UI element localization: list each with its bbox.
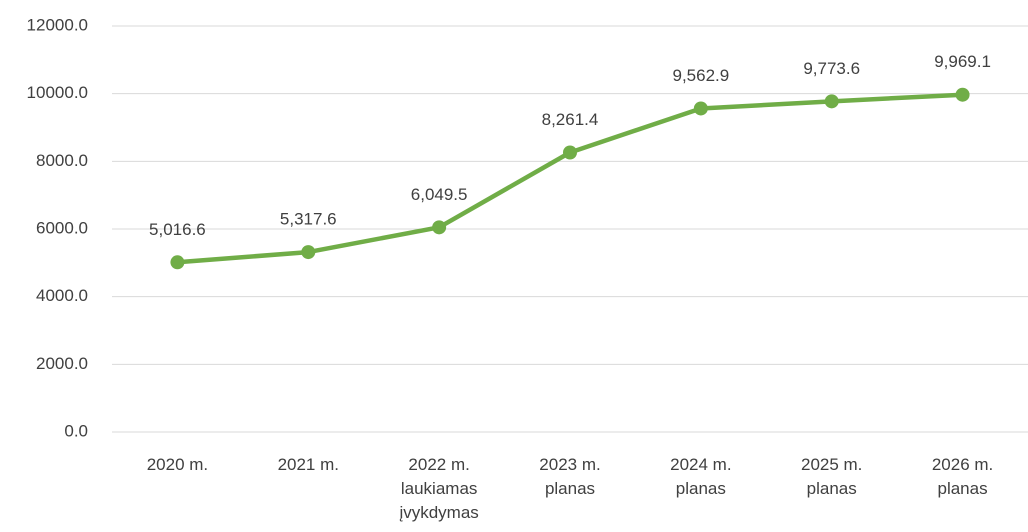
data-label: 9,969.1 [934, 52, 991, 71]
y-tick-label: 12000.0 [27, 15, 88, 34]
x-tick-label: 2023 m. planas [539, 455, 601, 498]
data-label: 9,773.6 [803, 59, 860, 78]
x-tick-label: 2024 m. planas [670, 455, 732, 498]
point [432, 220, 447, 235]
data-label: 5,317.6 [280, 210, 337, 229]
y-tick-label: 10000.0 [27, 83, 88, 102]
point [824, 94, 839, 109]
y-tick-label: 6000.0 [36, 218, 88, 237]
x-tick-label: 2026 m. planas [931, 455, 994, 498]
y-tick-label: 2000.0 [36, 354, 88, 373]
x-tick-label: 2025 m. planas [800, 455, 863, 498]
x-tick-label: 2021 m. [277, 455, 339, 474]
data-label: 6,049.5 [411, 185, 468, 204]
point [563, 145, 577, 160]
data-label: 8,261.4 [542, 110, 599, 129]
data-label: 9,562.9 [672, 66, 729, 85]
point [955, 87, 970, 102]
x-tick-label: 2022 m. laukiamas įvykdymas [399, 455, 479, 522]
data-label: 5,016.6 [149, 220, 206, 239]
y-tick-label: 0.0 [64, 421, 88, 440]
x-tick-label: 2020 m. [146, 455, 209, 474]
point [693, 101, 708, 116]
y-tick-label: 8000.0 [36, 151, 88, 170]
point [170, 255, 185, 270]
point [301, 245, 316, 260]
y-tick-label: 4000.0 [36, 286, 88, 305]
